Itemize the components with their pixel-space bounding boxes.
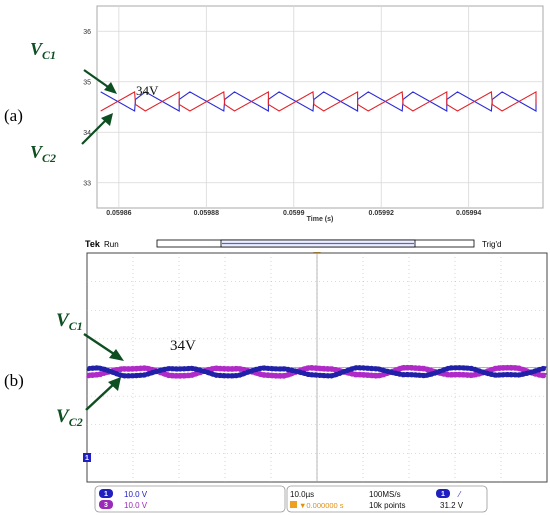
- panel-label-a: (a): [4, 106, 23, 125]
- scope-record-length: 10k points: [369, 501, 405, 510]
- scope-trig-offset: ▼0.000000 s: [299, 501, 344, 510]
- sim-y-tick-label: 35: [83, 79, 91, 86]
- scope-ch1-badge-label: 1: [104, 491, 108, 498]
- sim-x-tick-label: 0.05992: [369, 210, 394, 217]
- scope-ground-marker: [83, 453, 91, 462]
- scope-timebase: 10.0µs: [290, 490, 314, 499]
- sim-x-tick-label: 0.05988: [194, 210, 219, 217]
- sim-x-tick-label: 0.05994: [456, 210, 481, 217]
- scope-run-state: Run: [104, 240, 119, 249]
- sim-vc1-arrowhead: [104, 82, 117, 94]
- sim-x-tick-label: 0.05986: [106, 210, 131, 217]
- scope-ch1-badge: [99, 489, 113, 498]
- scope-ch3-badge: [99, 500, 113, 509]
- sim-y-tick-labels: 33 34 35 36: [83, 29, 91, 188]
- sim-gridlines: [97, 6, 543, 208]
- scope-ground-marker-label: 1: [85, 455, 89, 462]
- sim-y-tick-label: 36: [83, 29, 91, 36]
- scope-ch3-badge-label: 3: [104, 502, 108, 509]
- scope-vc2-label: VC2: [56, 406, 83, 429]
- sim-level-label: 34V: [136, 83, 159, 98]
- sim-series-group: [100, 90, 537, 112]
- sim-x-tick-label: 0.0599: [283, 210, 305, 217]
- sim-x-axis-label: Time (s): [307, 216, 334, 223]
- scope-trig-ch-label: 1: [441, 491, 445, 498]
- sim-x-tick-labels: 0.05986 0.05988 0.0599 0.05992 0.05994: [106, 210, 481, 217]
- scope-vc2-arrowhead: [108, 377, 121, 391]
- oscilloscope-capture: Tek Run Trig'd T 1 VC1 VC2 34V 1 10.0 V …: [56, 239, 548, 513]
- scope-ch1-scale: 10.0 V: [124, 490, 148, 499]
- scope-series-vc1: [86, 365, 548, 379]
- sim-series-vc2: [100, 90, 537, 112]
- scope-brand: Tek: [85, 239, 101, 249]
- sim-vc1-label: VC1: [30, 39, 56, 62]
- scope-vc2-arrow: [85, 382, 116, 411]
- scope-vc1-arrow: [83, 333, 118, 357]
- scope-trig-level: 31.2 V: [440, 501, 464, 510]
- sim-vc2-arrowhead: [101, 113, 113, 126]
- sim-vc1-arrow: [83, 69, 112, 90]
- sim-vc2-label: VC2: [30, 142, 56, 165]
- scope-level-label: 34V: [170, 338, 196, 354]
- sim-y-tick-label: 34: [83, 130, 91, 137]
- scope-sample-rate: 100MS/s: [369, 490, 401, 499]
- scope-ch3-scale: 10.0 V: [124, 501, 148, 510]
- sim-vc2-arrow: [81, 118, 108, 145]
- scope-trig-ch-badge: [436, 489, 450, 498]
- scope-trigger-state: Trig'd: [482, 240, 501, 249]
- scope-series-group: [86, 364, 548, 379]
- panel-label-b: (b): [4, 371, 24, 390]
- sim-plot-frame: [96, 5, 544, 209]
- sim-y-tick-label: 33: [83, 180, 91, 187]
- scope-vc1-arrowhead: [109, 349, 124, 361]
- scope-series-vc2: [86, 364, 548, 379]
- scope-trig-slope-icon: ⁄: [457, 490, 462, 499]
- scope-channel-box: [94, 485, 286, 513]
- scope-trig-offset-icon: [290, 501, 297, 508]
- scope-vc1-label: VC1: [56, 310, 83, 333]
